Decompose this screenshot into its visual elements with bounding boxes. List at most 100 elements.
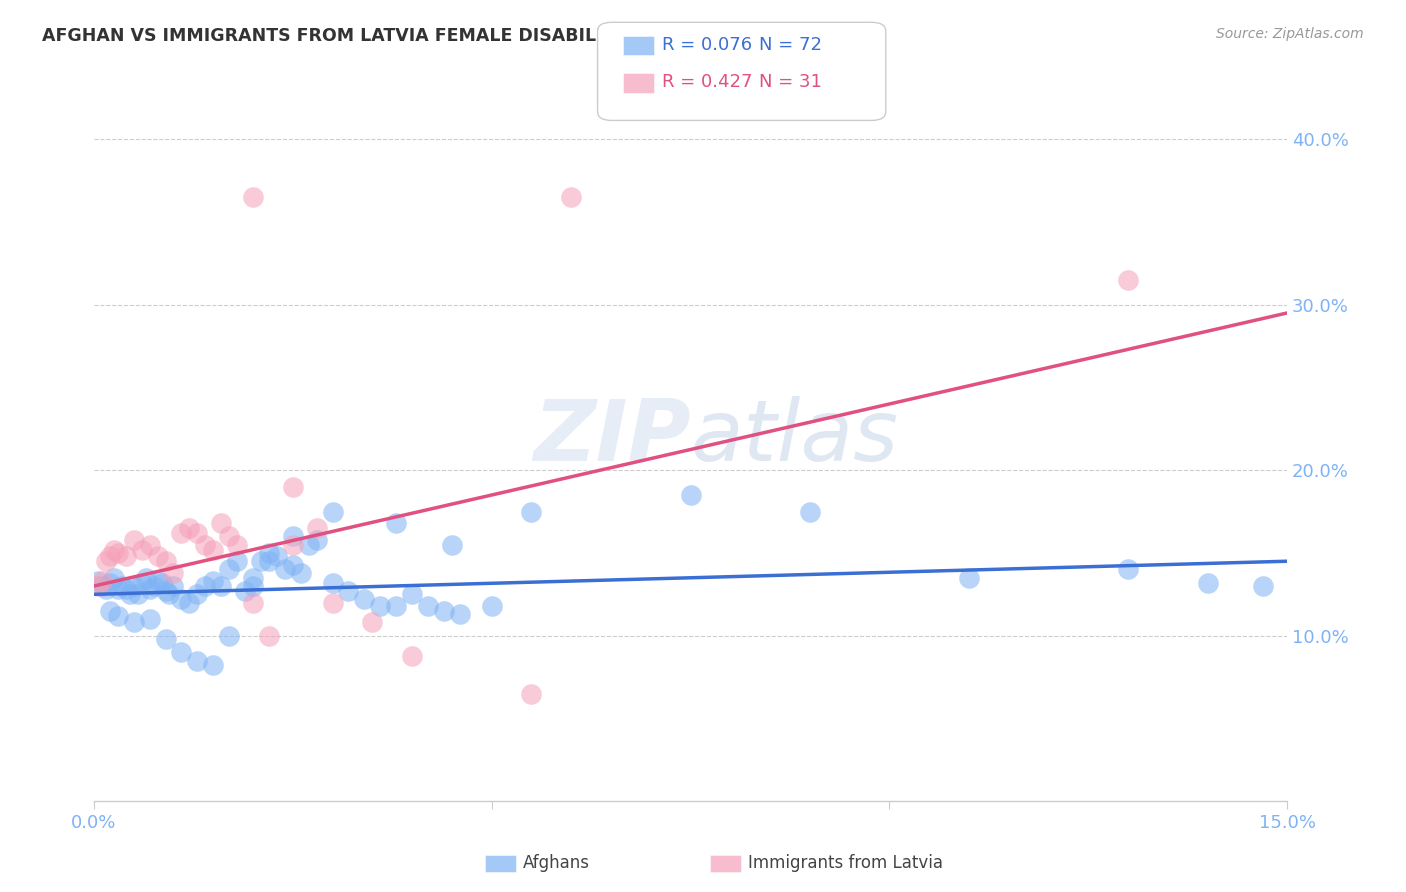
Point	[122, 579, 145, 593]
Point	[209, 516, 232, 530]
Point	[226, 554, 249, 568]
Point	[281, 480, 304, 494]
Point	[170, 645, 193, 659]
Point	[162, 579, 184, 593]
Point	[170, 526, 193, 541]
Point	[305, 533, 328, 547]
Point	[186, 526, 208, 541]
Point	[1116, 273, 1139, 287]
Point	[170, 592, 193, 607]
Point	[233, 584, 256, 599]
Point	[114, 549, 136, 564]
Point	[186, 587, 208, 601]
Point	[202, 542, 225, 557]
Point	[368, 599, 391, 613]
Point	[274, 562, 297, 576]
Point	[1116, 562, 1139, 576]
Point	[257, 554, 280, 568]
Point	[209, 579, 232, 593]
Point	[98, 549, 121, 564]
Point	[194, 538, 217, 552]
Point	[218, 629, 240, 643]
Point	[1251, 579, 1274, 593]
Point	[159, 587, 181, 601]
Point	[520, 505, 543, 519]
Text: AFGHAN VS IMMIGRANTS FROM LATVIA FEMALE DISABILITY CORRELATION CHART: AFGHAN VS IMMIGRANTS FROM LATVIA FEMALE …	[42, 27, 842, 45]
Text: R = 0.076: R = 0.076	[662, 36, 752, 54]
Text: N = 31: N = 31	[759, 73, 823, 91]
Point	[226, 538, 249, 552]
Point	[87, 579, 110, 593]
Point	[131, 575, 153, 590]
Point	[385, 516, 408, 530]
Point	[266, 549, 288, 564]
Point	[385, 599, 408, 613]
Point	[957, 571, 980, 585]
Point	[94, 554, 117, 568]
Point	[107, 546, 129, 560]
Point	[242, 596, 264, 610]
Point	[155, 554, 177, 568]
Point	[416, 599, 439, 613]
Point	[433, 604, 456, 618]
Point	[290, 566, 312, 580]
Point	[242, 571, 264, 585]
Text: ZIP: ZIP	[533, 395, 690, 479]
Point	[87, 574, 110, 588]
Point	[90, 574, 112, 588]
Point	[401, 587, 423, 601]
Point	[281, 558, 304, 572]
Point	[94, 582, 117, 597]
Point	[281, 538, 304, 552]
Point	[679, 488, 702, 502]
Point	[107, 608, 129, 623]
Text: atlas: atlas	[690, 395, 898, 479]
Point	[298, 538, 321, 552]
Point	[361, 615, 384, 630]
Point	[353, 592, 375, 607]
Point	[103, 571, 125, 585]
Point	[138, 538, 160, 552]
Point	[322, 575, 344, 590]
Point	[155, 632, 177, 646]
Point	[127, 587, 149, 601]
Point	[194, 579, 217, 593]
Point	[1197, 575, 1219, 590]
Point	[142, 579, 165, 593]
Point	[242, 190, 264, 204]
Point	[155, 584, 177, 599]
Point	[114, 582, 136, 597]
Point	[138, 612, 160, 626]
Point	[146, 574, 169, 588]
Point	[202, 574, 225, 588]
Point	[135, 571, 157, 585]
Point	[138, 582, 160, 597]
Point	[520, 687, 543, 701]
Point	[202, 658, 225, 673]
Point	[440, 538, 463, 552]
Point	[257, 546, 280, 560]
Point	[90, 579, 112, 593]
Point	[218, 562, 240, 576]
Point	[103, 542, 125, 557]
Point	[449, 607, 471, 622]
Point	[122, 533, 145, 547]
Point	[305, 521, 328, 535]
Point	[186, 653, 208, 667]
Point	[281, 529, 304, 543]
Point	[111, 579, 134, 593]
Point	[242, 579, 264, 593]
Point	[322, 505, 344, 519]
Point	[218, 529, 240, 543]
Point	[162, 566, 184, 580]
Point	[322, 596, 344, 610]
Point	[146, 549, 169, 564]
Point	[799, 505, 821, 519]
Point	[401, 648, 423, 663]
Point	[98, 575, 121, 590]
Text: Source: ZipAtlas.com: Source: ZipAtlas.com	[1216, 27, 1364, 41]
Point	[250, 554, 273, 568]
Point	[98, 604, 121, 618]
Text: N = 72: N = 72	[759, 36, 823, 54]
Point	[131, 542, 153, 557]
